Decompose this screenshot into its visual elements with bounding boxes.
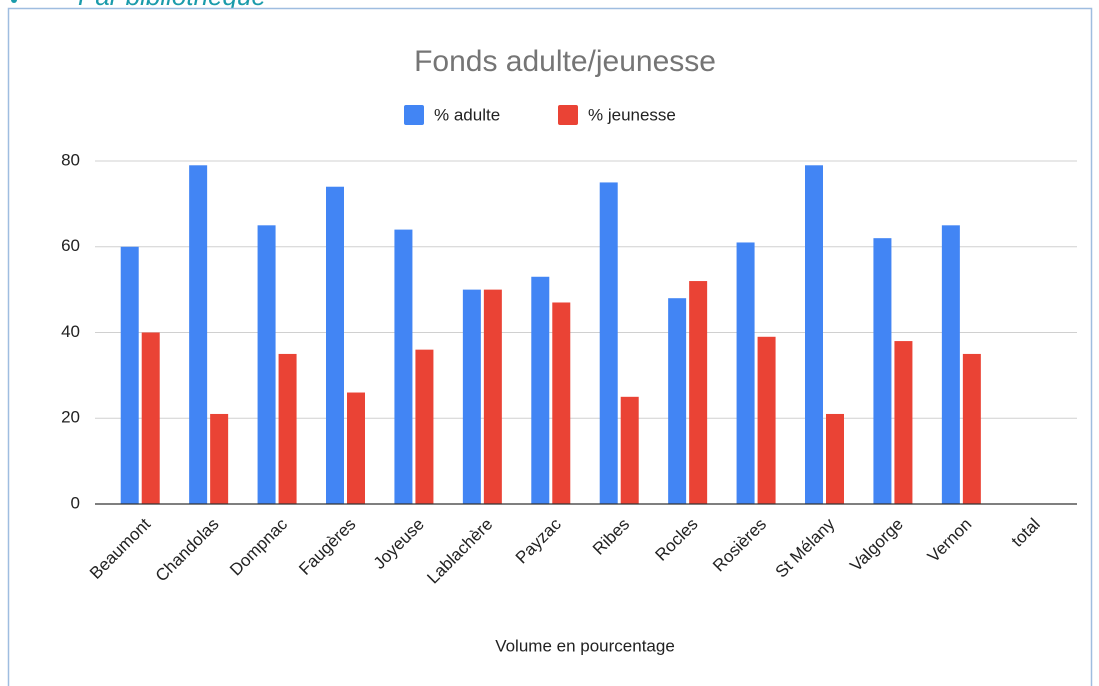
y-tick-label: 40 [61, 322, 80, 341]
bar [394, 229, 413, 504]
x-axis-title: Volume en pourcentage [495, 636, 675, 655]
bar [552, 302, 571, 504]
bar [736, 242, 755, 504]
bar [962, 353, 981, 504]
bar [462, 289, 481, 504]
bar [668, 298, 687, 504]
chart-title: Fonds adulte/jeunesse [414, 45, 716, 78]
bar [757, 336, 776, 504]
bar [531, 276, 550, 504]
y-tick-label: 20 [61, 408, 80, 427]
bar [941, 225, 960, 504]
legend-swatch [558, 105, 578, 125]
section-heading: Par bibliothèque [78, 0, 266, 11]
bar [599, 182, 618, 504]
bar [805, 165, 823, 504]
bar [257, 225, 276, 504]
bar [826, 413, 844, 504]
y-tick-label: 80 [61, 150, 80, 169]
y-tick-label: 60 [61, 236, 80, 255]
bar [873, 238, 892, 505]
bar [141, 332, 160, 504]
bar [278, 353, 297, 504]
legend-label: % adulte [434, 105, 500, 124]
bullet [11, 0, 17, 3]
legend-label: % jeunesse [588, 105, 676, 124]
legend-swatch [404, 105, 424, 125]
bar [210, 413, 229, 504]
bar [120, 246, 139, 504]
bar [894, 341, 913, 504]
y-tick-label: 0 [71, 493, 80, 512]
bar [347, 392, 365, 504]
bar [689, 281, 708, 504]
chart-frame [7, 7, 1093, 686]
bar [483, 289, 502, 504]
bar [326, 186, 344, 504]
bar [620, 396, 639, 504]
bar [189, 165, 208, 504]
bar [415, 349, 434, 504]
